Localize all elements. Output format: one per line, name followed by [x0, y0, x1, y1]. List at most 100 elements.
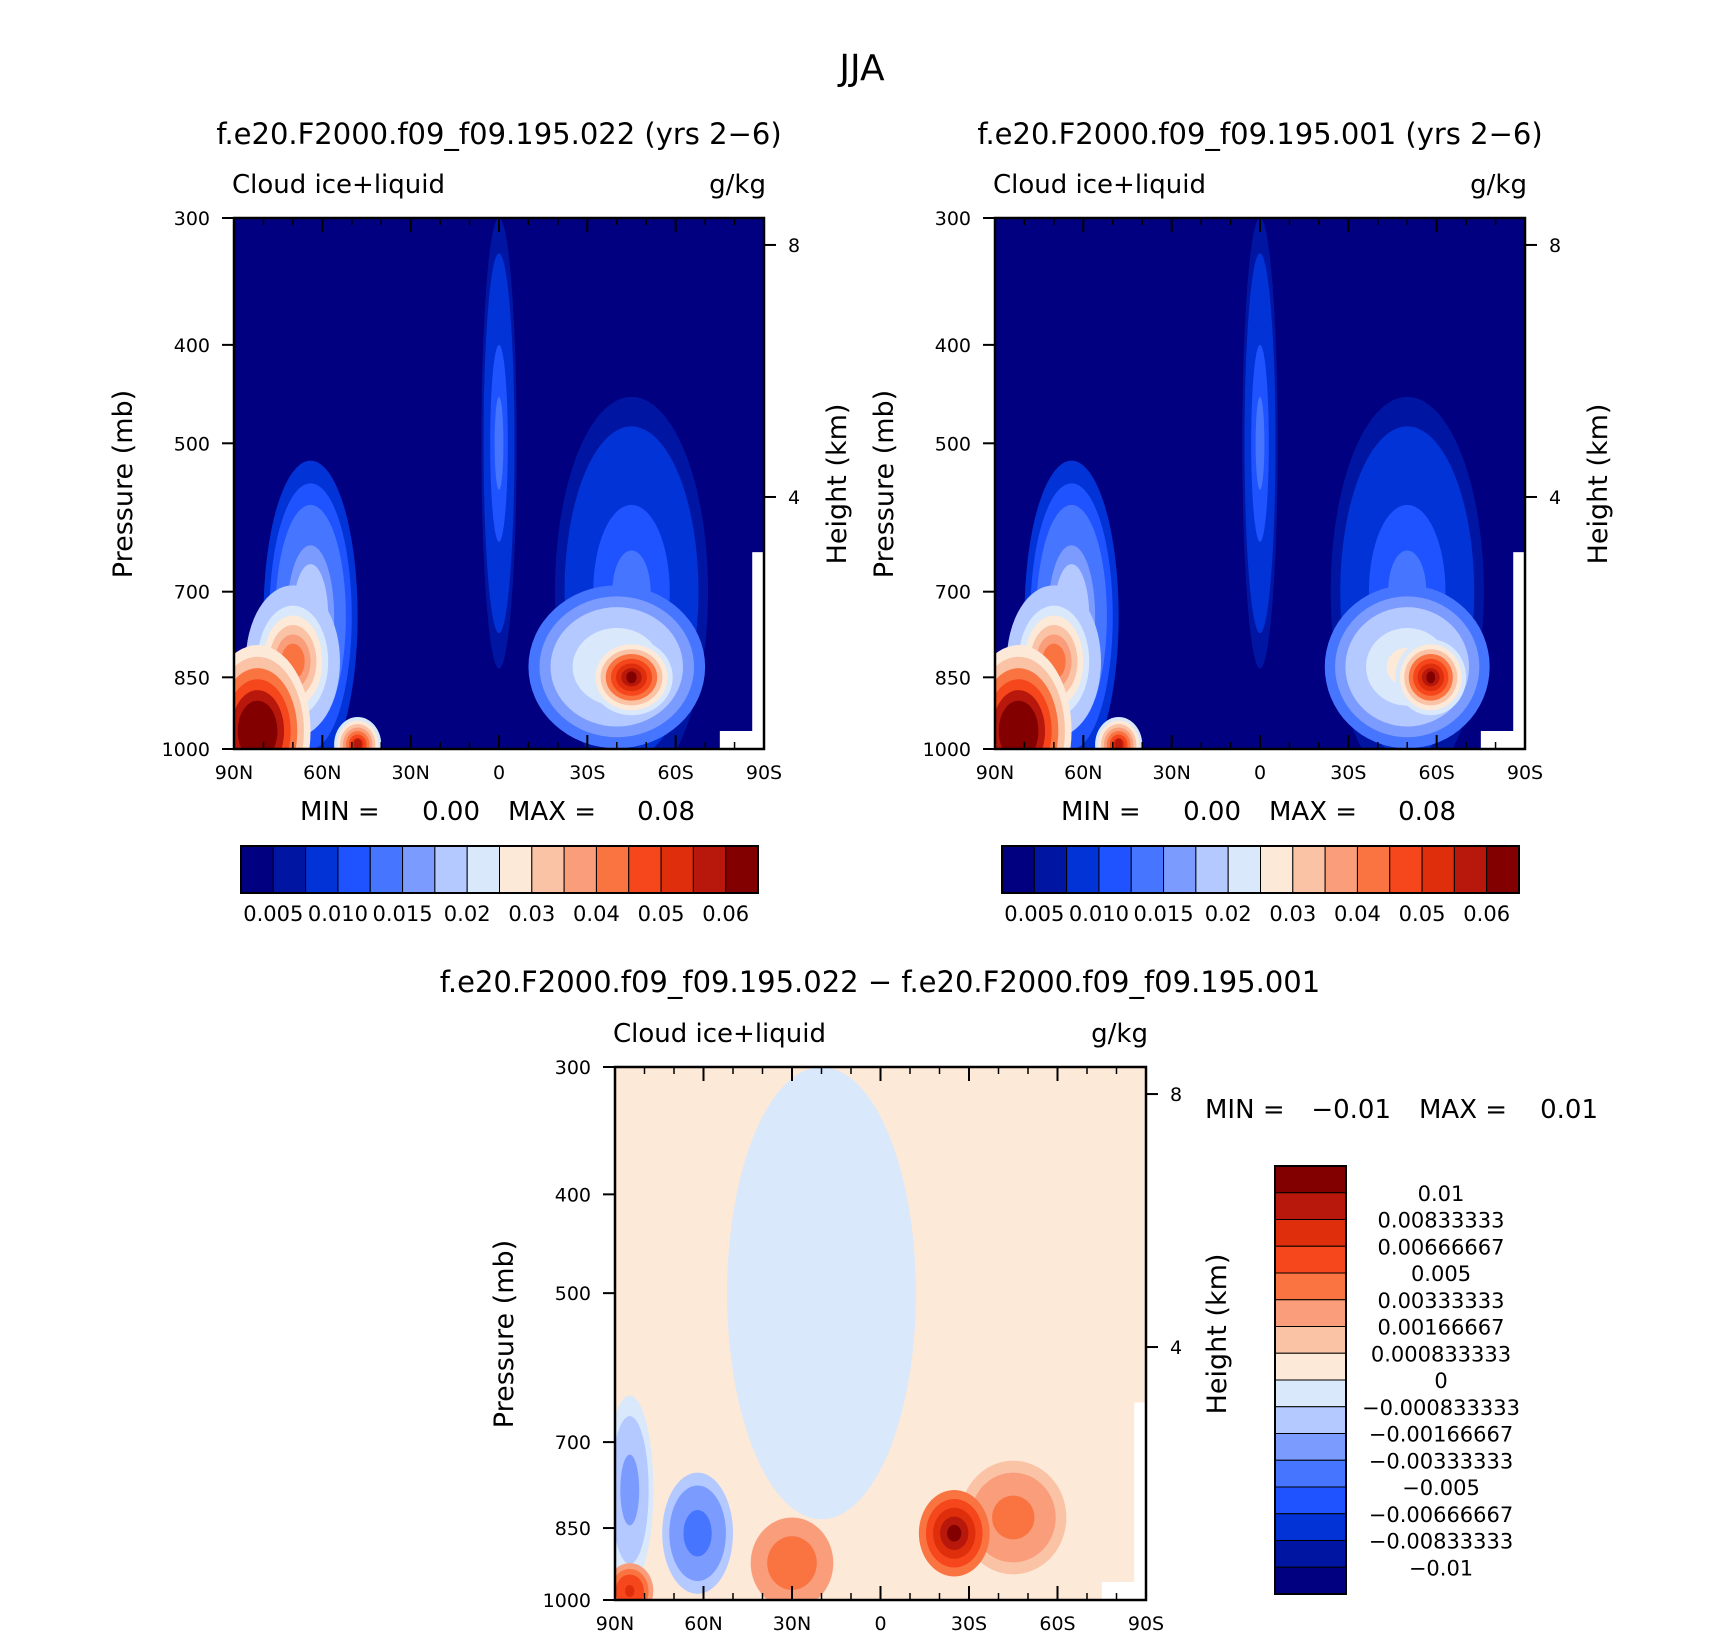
panel-3-max-value: 0.01	[1540, 1095, 1598, 1125]
panel-3-min-label: MIN =	[1205, 1095, 1285, 1125]
x-tick-label: 30S	[951, 1613, 987, 1635]
colorbar-box	[628, 845, 662, 894]
panel-2-y-axis-label: Pressure (mb)	[869, 390, 900, 578]
y-tick-label: 700	[935, 582, 971, 604]
contour-field	[615, 1067, 1146, 1600]
panel-3-title: f.e20.F2000.f09_f09.195.022 − f.e20.F200…	[440, 965, 1320, 999]
y-tick-label: 850	[555, 1518, 591, 1540]
colorbar-box	[1274, 1272, 1347, 1301]
colorbar-box	[1274, 1326, 1347, 1354]
colorbar-label: 0.015	[1134, 902, 1194, 926]
colorbar-box	[1274, 1566, 1347, 1595]
colorbar-label: 0.005	[243, 902, 303, 926]
colorbar-label: 0.06	[1463, 902, 1510, 926]
colorbar-box	[466, 845, 500, 894]
contour-level-4-4	[690, 1521, 705, 1545]
colorbar-frame	[1001, 845, 1520, 894]
colorbar-label: 0.06	[702, 902, 749, 926]
contour-level-3-4	[783, 1554, 801, 1572]
colorbar-label: −0.00166667	[1369, 1423, 1514, 1447]
colorbar-label: −0.00333333	[1369, 1449, 1514, 1473]
contour-level-0-4	[797, 1236, 846, 1350]
contour-level-5-7	[353, 738, 362, 749]
panel-3-min-value: −0.01	[1311, 1095, 1391, 1125]
colorbar-box	[1324, 845, 1358, 894]
colorbar-box	[1274, 1513, 1347, 1541]
x-tick-label: 60N	[303, 762, 341, 784]
panel-2-plot: 90N 60N 30N 0 30S 60S 90S 300 400 500 700 850 1000 8 4	[923, 208, 1561, 784]
y-tick-label: 300	[935, 208, 971, 230]
colorbar-box	[1274, 1245, 1347, 1274]
colorbar-box	[660, 845, 694, 894]
panel-1-colorbar: 0.005 0.010 0.015 0.02 0.03 0.04 0.05 0.06	[240, 845, 759, 926]
colorbar-box	[1195, 845, 1229, 894]
x-tick-label: 90N	[976, 762, 1014, 784]
contour-field	[234, 218, 764, 749]
colorbar-label: 0.005	[1411, 1262, 1471, 1286]
x-tick-label: 30N	[391, 762, 429, 784]
x-tick-label: 0	[874, 1613, 886, 1635]
panel-3-y2-axis-label: Height (km)	[1202, 1254, 1233, 1415]
contour-field	[995, 218, 1525, 749]
y-tick-label: 1000	[543, 1590, 591, 1612]
x-tick-label: 60S	[1419, 762, 1455, 784]
panel-2-max-value: 0.08	[1398, 797, 1456, 827]
panel-2-min-value: 0.00	[1183, 797, 1241, 827]
colorbar-box	[1001, 845, 1035, 894]
y-tick-label: 300	[555, 1057, 591, 1079]
panel-1-max-value: 0.08	[637, 797, 695, 827]
x-tick-label: 0	[493, 762, 505, 784]
colorbar-box	[499, 845, 533, 894]
x-tick-label: 60S	[658, 762, 694, 784]
missing-data-mask-edge	[1513, 552, 1525, 749]
panel-2-y2-axis-label: Height (km)	[1583, 404, 1614, 565]
missing-data-mask-edge	[1134, 1402, 1146, 1600]
panel-3-y-axis-label: Pressure (mb)	[489, 1240, 520, 1428]
y-tick-label: 850	[174, 667, 210, 689]
colorbar-box	[1274, 1299, 1347, 1327]
colorbar-frame	[1274, 1165, 1347, 1595]
y-tick-label: 700	[174, 582, 210, 604]
y2-tick-label: 8	[788, 235, 800, 257]
colorbar-label: 0.04	[1334, 902, 1381, 926]
colorbar-label: 0.05	[638, 902, 685, 926]
y2-tick-label: 4	[788, 487, 800, 509]
panel-2-min-label: MIN =	[1061, 797, 1141, 827]
colorbar-box	[1033, 845, 1068, 894]
panel-1-plot: 90N 60N 30N 0 30S 60S 90S 300 400 500 700 850 1000 8 4	[162, 208, 800, 784]
colorbar-box	[1292, 845, 1326, 894]
colorbar-label: 0.010	[1069, 902, 1129, 926]
colorbar-label: −0.000833333	[1362, 1396, 1520, 1420]
contour-level-1-7	[1256, 420, 1264, 466]
colorbar-box	[1260, 845, 1294, 894]
colorbar-label: 0.04	[573, 902, 620, 926]
y2-tick-label: 4	[1549, 487, 1561, 509]
y-tick-label: 400	[935, 335, 971, 357]
y-tick-label: 500	[935, 433, 971, 455]
y-tick-label: 1000	[923, 739, 971, 761]
colorbar-box	[1389, 845, 1423, 894]
colorbar-label: 0.00666667	[1378, 1235, 1505, 1259]
y-tick-label: 700	[555, 1432, 591, 1454]
colorbar-box	[1274, 1379, 1347, 1408]
x-tick-label: 30N	[1152, 762, 1190, 784]
x-tick-label: 60N	[684, 1613, 722, 1635]
colorbar-label: 0.03	[508, 902, 555, 926]
panel-2: f.e20.F2000.f09_f09.195.001 (yrs 2−6) Cl…	[869, 117, 1614, 926]
colorbar-box	[1453, 845, 1488, 894]
panel-3-units-label: g/kg	[1091, 1019, 1148, 1049]
x-tick-label: 0	[1254, 762, 1266, 784]
x-tick-label: 30N	[773, 1613, 811, 1635]
x-tick-label: 30S	[1330, 762, 1366, 784]
colorbar-label: 0.00833333	[1378, 1209, 1505, 1233]
colorbar-label: −0.00666667	[1369, 1503, 1514, 1527]
y2-tick-label: 8	[1549, 235, 1561, 257]
panel-3-variable-label: Cloud ice+liquid	[613, 1019, 826, 1049]
panel-2-units-label: g/kg	[1470, 170, 1527, 200]
colorbar-box	[692, 845, 727, 894]
colorbar-box	[1274, 1192, 1347, 1220]
colorbar-label: 0.010	[308, 902, 368, 926]
panel-1-min-label: MIN =	[300, 797, 380, 827]
colorbar-box	[563, 845, 597, 894]
